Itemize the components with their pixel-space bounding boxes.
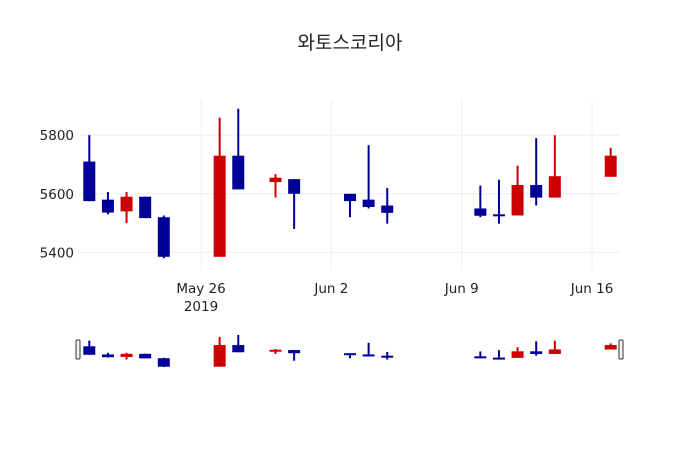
- range-slider-left-handle[interactable]: [75, 339, 81, 360]
- candle: [288, 350, 301, 361]
- candle: [474, 351, 487, 359]
- candle: [139, 196, 152, 219]
- candle: [362, 145, 375, 209]
- candle: [213, 117, 226, 257]
- candle: [344, 353, 356, 359]
- candle: [101, 352, 114, 358]
- x-tick-label: Jun 2: [313, 281, 348, 297]
- y-tick-label: 5400: [40, 245, 74, 261]
- y-tick-label: 5800: [40, 128, 74, 144]
- candle: [492, 350, 505, 360]
- candle: [511, 165, 524, 216]
- candle: [344, 193, 356, 218]
- y-tick-label: 5600: [40, 187, 74, 203]
- candles: [83, 108, 617, 259]
- x-tick-label: May 26: [176, 281, 225, 297]
- x-tick-label: Jun 9: [444, 281, 479, 297]
- candle: [530, 138, 543, 206]
- x-tick-year-label: 2019: [184, 299, 218, 315]
- candle: [288, 179, 301, 229]
- candle: [362, 342, 375, 357]
- candle: [604, 147, 617, 177]
- candle: [474, 185, 487, 218]
- chart-title: 와토스코리아: [297, 32, 403, 54]
- candle: [548, 340, 561, 355]
- y-axis: 5400 5600 5800: [40, 128, 74, 261]
- candle: [157, 357, 170, 367]
- x-tick-label: Jun 16: [570, 281, 614, 297]
- candle: [83, 340, 96, 355]
- candle: [120, 352, 133, 360]
- range-slider-right-handle[interactable]: [618, 339, 624, 360]
- candle: [232, 335, 245, 353]
- candle: [604, 343, 617, 350]
- candle: [139, 353, 152, 359]
- candle: [381, 351, 394, 360]
- candle: [83, 135, 96, 202]
- candle: [269, 348, 282, 355]
- candle: [157, 215, 170, 259]
- range-slider[interactable]: [75, 335, 624, 367]
- x-axis: May 26 2019 Jun 2 Jun 9 Jun 16: [176, 281, 613, 315]
- candle: [548, 135, 561, 198]
- candle: [269, 174, 282, 198]
- candle: [530, 341, 543, 356]
- candle: [120, 192, 133, 224]
- candle: [232, 108, 245, 190]
- candle: [213, 336, 226, 367]
- candle: [101, 192, 114, 215]
- candle: [381, 187, 394, 224]
- candle: [511, 347, 524, 358]
- candle: [492, 179, 505, 224]
